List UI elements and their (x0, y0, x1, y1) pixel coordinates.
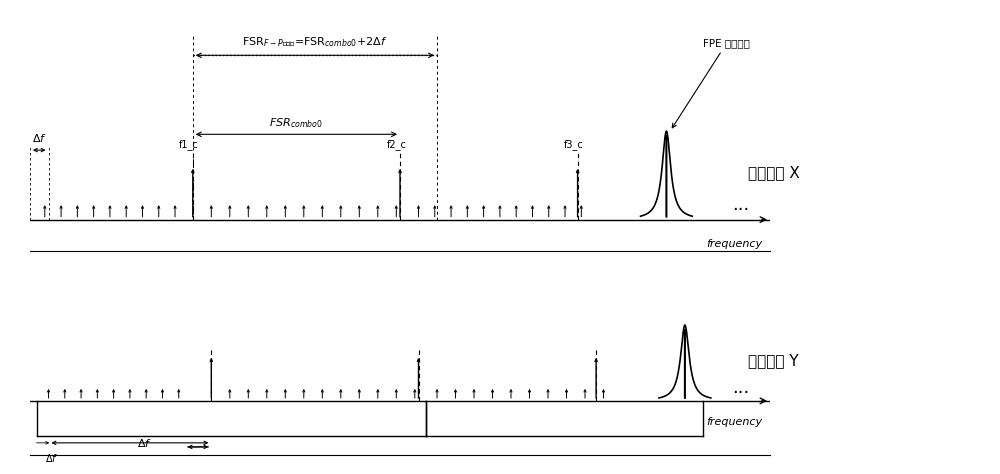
Text: $\Delta f$: $\Delta f$ (32, 132, 47, 144)
Text: ···: ··· (732, 384, 749, 402)
Text: 偏振方向 Y: 偏振方向 Y (748, 353, 798, 368)
Text: frequency: frequency (706, 238, 763, 248)
Text: f2_c: f2_c (386, 139, 406, 150)
Text: f1_c: f1_c (179, 139, 199, 150)
Text: $\Delta f$: $\Delta f$ (137, 437, 152, 449)
Text: FPE 传输窗口: FPE 传输窗口 (672, 38, 750, 128)
Text: f3_c: f3_c (564, 139, 584, 150)
Text: $\Delta f$: $\Delta f$ (45, 452, 58, 465)
Text: 偏振方向 X: 偏振方向 X (748, 165, 800, 180)
Text: FSR$_{combo0}$: FSR$_{combo0}$ (269, 116, 323, 129)
Text: FSR$_{F-P标准具}$=FSR$_{combo0}$+2$\Delta f$: FSR$_{F-P标准具}$=FSR$_{combo0}$+2$\Delta f… (242, 36, 388, 49)
Text: frequency: frequency (706, 417, 763, 427)
Text: ···: ··· (732, 201, 749, 219)
